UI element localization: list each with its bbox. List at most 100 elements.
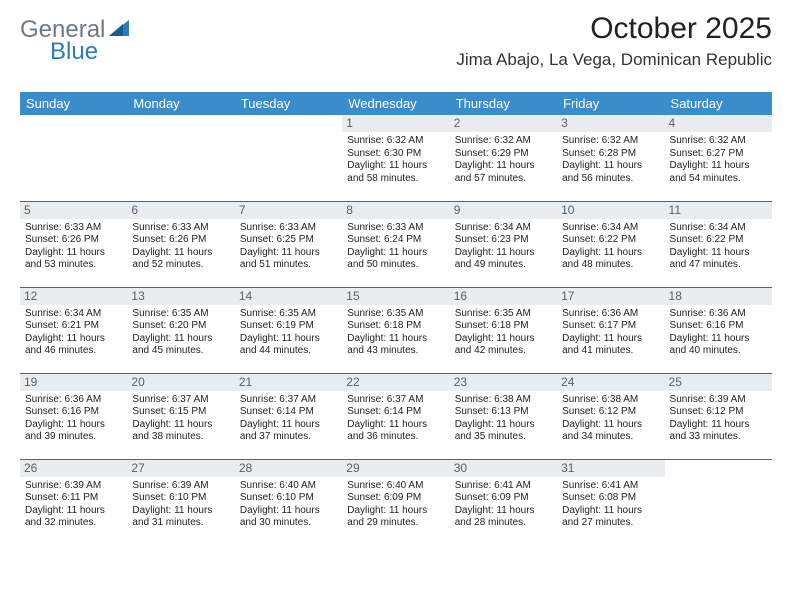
day-details: Sunrise: 6:33 AMSunset: 6:25 PMDaylight:… [240, 222, 337, 272]
calendar-cell: 28 Sunrise: 6:40 AMSunset: 6:10 PMDayligh… [235, 459, 342, 545]
day-details: Sunrise: 6:32 AMSunset: 6:28 PMDaylight:… [562, 135, 659, 185]
location: Jima Abajo, La Vega, Dominican Republic [456, 50, 772, 70]
calendar-cell: 20 Sunrise: 6:37 AMSunset: 6:15 PMDayligh… [127, 373, 234, 459]
weekday-header-row: Sunday Monday Tuesday Wednesday Thursday… [20, 92, 772, 115]
calendar-cell: 25 Sunrise: 6:39 AMSunset: 6:12 PMDayligh… [665, 373, 772, 459]
day-number: 26 [20, 460, 127, 477]
day-details: Sunrise: 6:32 AMSunset: 6:27 PMDaylight:… [670, 135, 767, 185]
day-number: 30 [450, 460, 557, 477]
day-number: 15 [342, 288, 449, 305]
day-details: Sunrise: 6:34 AMSunset: 6:23 PMDaylight:… [455, 222, 552, 272]
day-details: Sunrise: 6:40 AMSunset: 6:09 PMDaylight:… [347, 480, 444, 530]
day-number: 21 [235, 374, 342, 391]
day-details: Sunrise: 6:32 AMSunset: 6:30 PMDaylight:… [347, 135, 444, 185]
calendar-cell: 16Sunrise: 6:35 AMSunset: 6:18 PMDayligh… [450, 287, 557, 373]
day-details: Sunrise: 6:35 AMSunset: 6:18 PMDaylight:… [347, 308, 444, 358]
calendar-cell: 15 Sunrise: 6:35 AMSunset: 6:18 PMDayligh… [342, 287, 449, 373]
day-details: Sunrise: 6:33 AMSunset: 6:24 PMDaylight:… [347, 222, 444, 272]
day-number: 6 [127, 202, 234, 219]
day-number: 31 [557, 460, 664, 477]
calendar-cell [665, 459, 772, 545]
day-number: 11 [665, 202, 772, 219]
day-number: 23 [450, 374, 557, 391]
calendar-cell: 3 Sunrise: 6:32 AMSunset: 6:28 PMDaylight… [557, 115, 664, 201]
weekday-header: Wednesday [342, 92, 449, 115]
logo-text-blue: Blue [50, 38, 98, 66]
calendar-cell: 17 Sunrise: 6:36 AMSunset: 6:17 PMDayligh… [557, 287, 664, 373]
day-number: 13 [127, 288, 234, 305]
calendar-cell: 6 Sunrise: 6:33 AMSunset: 6:26 PMDaylight… [127, 201, 234, 287]
weekday-header: Thursday [450, 92, 557, 115]
day-number: 24 [557, 374, 664, 391]
day-details: Sunrise: 6:37 AMSunset: 6:14 PMDaylight:… [347, 394, 444, 444]
day-number: 10 [557, 202, 664, 219]
day-number: 20 [127, 374, 234, 391]
calendar-cell: 23 Sunrise: 6:38 AMSunset: 6:13 PMDayligh… [450, 373, 557, 459]
day-number: 2 [450, 115, 557, 132]
calendar-table: Sunday Monday Tuesday Wednesday Thursday… [20, 92, 772, 545]
day-details: Sunrise: 6:35 AMSunset: 6:19 PMDaylight:… [240, 308, 337, 358]
day-details: Sunrise: 6:41 AMSunset: 6:08 PMDaylight:… [562, 480, 659, 530]
day-number: 18 [665, 288, 772, 305]
calendar-cell: 2 Sunrise: 6:32 AMSunset: 6:29 PMDaylight… [450, 115, 557, 201]
calendar-cell [20, 115, 127, 201]
calendar-cell: 29Sunrise: 6:40 AMSunset: 6:09 PMDayligh… [342, 459, 449, 545]
day-number: 19 [20, 374, 127, 391]
calendar-cell: 18 Sunrise: 6:36 AMSunset: 6:16 PMDayligh… [665, 287, 772, 373]
day-details: Sunrise: 6:39 AMSunset: 6:10 PMDaylight:… [132, 480, 229, 530]
weekday-header: Saturday [665, 92, 772, 115]
day-number: 17 [557, 288, 664, 305]
calendar-cell: 24 Sunrise: 6:38 AMSunset: 6:12 PMDayligh… [557, 373, 664, 459]
day-details: Sunrise: 6:32 AMSunset: 6:29 PMDaylight:… [455, 135, 552, 185]
calendar-cell: 12Sunrise: 6:34 AMSunset: 6:21 PMDayligh… [20, 287, 127, 373]
calendar-page: General October 2025 Jima Abajo, La Vega… [0, 0, 792, 557]
day-details: Sunrise: 6:34 AMSunset: 6:22 PMDaylight:… [562, 222, 659, 272]
calendar-row: 12Sunrise: 6:34 AMSunset: 6:21 PMDayligh… [20, 287, 772, 373]
calendar-cell: 9 Sunrise: 6:34 AMSunset: 6:23 PMDaylight… [450, 201, 557, 287]
day-number: 25 [665, 374, 772, 391]
day-details: Sunrise: 6:33 AMSunset: 6:26 PMDaylight:… [25, 222, 122, 272]
day-details: Sunrise: 6:34 AMSunset: 6:21 PMDaylight:… [25, 308, 122, 358]
day-number: 28 [235, 460, 342, 477]
calendar-cell [235, 115, 342, 201]
calendar-cell: 11 Sunrise: 6:34 AMSunset: 6:22 PMDayligh… [665, 201, 772, 287]
day-details: Sunrise: 6:38 AMSunset: 6:12 PMDaylight:… [562, 394, 659, 444]
calendar-cell: 13Sunrise: 6:35 AMSunset: 6:20 PMDayligh… [127, 287, 234, 373]
calendar-cell: 27 Sunrise: 6:39 AMSunset: 6:10 PMDayligh… [127, 459, 234, 545]
day-details: Sunrise: 6:34 AMSunset: 6:22 PMDaylight:… [670, 222, 767, 272]
day-details: Sunrise: 6:33 AMSunset: 6:26 PMDaylight:… [132, 222, 229, 272]
day-details: Sunrise: 6:36 AMSunset: 6:17 PMDaylight:… [562, 308, 659, 358]
day-number: 7 [235, 202, 342, 219]
weekday-header: Friday [557, 92, 664, 115]
day-details: Sunrise: 6:36 AMSunset: 6:16 PMDaylight:… [25, 394, 122, 444]
calendar-cell: 4 Sunrise: 6:32 AMSunset: 6:27 PMDaylight… [665, 115, 772, 201]
day-number: 27 [127, 460, 234, 477]
calendar-row: 5 Sunrise: 6:33 AMSunset: 6:26 PMDaylight… [20, 201, 772, 287]
day-details: Sunrise: 6:41 AMSunset: 6:09 PMDaylight:… [455, 480, 552, 530]
day-number: 5 [20, 202, 127, 219]
day-number: 4 [665, 115, 772, 132]
calendar-cell: 14Sunrise: 6:35 AMSunset: 6:19 PMDayligh… [235, 287, 342, 373]
day-details: Sunrise: 6:35 AMSunset: 6:18 PMDaylight:… [455, 308, 552, 358]
day-details: Sunrise: 6:37 AMSunset: 6:15 PMDaylight:… [132, 394, 229, 444]
day-number: 22 [342, 374, 449, 391]
day-details: Sunrise: 6:36 AMSunset: 6:16 PMDaylight:… [670, 308, 767, 358]
day-details: Sunrise: 6:38 AMSunset: 6:13 PMDaylight:… [455, 394, 552, 444]
calendar-cell: 22 Sunrise: 6:37 AMSunset: 6:14 PMDayligh… [342, 373, 449, 459]
logo-sail-icon [109, 18, 131, 43]
calendar-cell: 30 Sunrise: 6:41 AMSunset: 6:09 PMDayligh… [450, 459, 557, 545]
calendar-cell: 8Sunrise: 6:33 AMSunset: 6:24 PMDaylight… [342, 201, 449, 287]
day-details: Sunrise: 6:37 AMSunset: 6:14 PMDaylight:… [240, 394, 337, 444]
day-details: Sunrise: 6:39 AMSunset: 6:12 PMDaylight:… [670, 394, 767, 444]
calendar-cell: 7 Sunrise: 6:33 AMSunset: 6:25 PMDaylight… [235, 201, 342, 287]
day-number: 9 [450, 202, 557, 219]
calendar-cell: 1 Sunrise: 6:32 AMSunset: 6:30 PMDaylight… [342, 115, 449, 201]
calendar-cell: 31 Sunrise: 6:41 AMSunset: 6:08 PMDayligh… [557, 459, 664, 545]
calendar-cell: 5 Sunrise: 6:33 AMSunset: 6:26 PMDaylight… [20, 201, 127, 287]
month-title: October 2025 [456, 12, 772, 46]
day-number: 3 [557, 115, 664, 132]
weekday-header: Monday [127, 92, 234, 115]
day-details: Sunrise: 6:40 AMSunset: 6:10 PMDaylight:… [240, 480, 337, 530]
weekday-header: Sunday [20, 92, 127, 115]
day-number: 1 [342, 115, 449, 132]
